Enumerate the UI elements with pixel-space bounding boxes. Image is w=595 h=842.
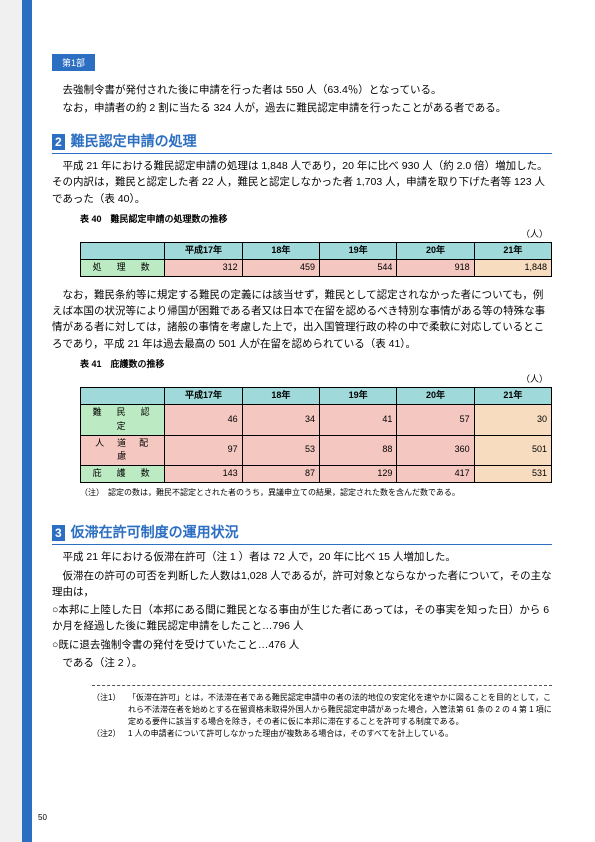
section3-title: 仮滞在許可制度の運用状況	[71, 524, 239, 540]
t41-r2-v2: 53	[242, 435, 319, 466]
section2-title: 難民認定申請の処理	[71, 133, 197, 149]
t41-r3-v5: 531	[474, 466, 551, 483]
section3-item1: ○本邦に上陸した日（本邦にある間に難民となる事由が生じた者にあっては，その事実を…	[52, 602, 552, 635]
t41-h4: 20年	[397, 387, 474, 404]
section2-p1: 平成 21 年における難民認定申請の処理は 1,848 人であり，20 年に比べ…	[52, 158, 552, 207]
part-header: 第1部	[52, 54, 95, 71]
section3-p2: 仮滞在の許可の可否を判断した人数は1,028 人であるが，許可対象とならなかった…	[52, 568, 552, 601]
t40-rowlabel: 処 理 数	[81, 259, 165, 276]
t40-v4: 918	[397, 259, 474, 276]
t41-r3-v1: 143	[165, 466, 242, 483]
intro-p1: 去強制令書が発付された後に申請を行った者は 550 人（63.4％）となっている…	[52, 82, 552, 98]
t41-r3-v4: 417	[397, 466, 474, 483]
table41-unit: （人）	[80, 373, 548, 387]
t40-v2: 459	[242, 259, 319, 276]
t41-r1-v2: 34	[242, 404, 319, 435]
section3-item2: ○既に退去強制令書の発付を受けていたこと…476 人	[52, 637, 552, 653]
t41-r3-v3: 129	[320, 466, 397, 483]
section3-head: 3 仮滞在許可制度の運用状況	[52, 522, 552, 546]
section3-p3: である（注 2 ）。	[52, 655, 552, 671]
t40-v3: 544	[320, 259, 397, 276]
t40-v5: 1,848	[474, 259, 551, 276]
t41-r2-v4: 360	[397, 435, 474, 466]
t41-r1-label: 難 民 認 定	[81, 404, 165, 435]
fn1-text: 「仮滞在許可」とは，不法滞在者である難民認定申請中の者の法的地位の安定化を速やか…	[128, 692, 552, 728]
intro-p2: なお，申請者の約 2 割に当たる 324 人が，過去に難民認定申請を行ったことが…	[52, 100, 552, 116]
t41-r1-v1: 46	[165, 404, 242, 435]
t41-h3: 19年	[320, 387, 397, 404]
t41-r2-label: 人 道 配 慮	[81, 435, 165, 466]
t40-v1: 312	[165, 259, 242, 276]
fn1-label: （注1）	[92, 692, 128, 728]
section2-head: 2 難民認定申請の処理	[52, 131, 552, 155]
t41-h5: 21年	[474, 387, 551, 404]
t41-r3-label: 庇 護 数	[81, 466, 165, 483]
t40-h5: 21年	[474, 242, 551, 259]
section3-num: 3	[52, 525, 65, 541]
footnotes: （注1） 「仮滞在許可」とは，不法滞在者である難民認定申請中の者の法的地位の安定…	[92, 685, 552, 740]
t41-r2-v3: 88	[320, 435, 397, 466]
table40-caption: 表 40 難民認定申請の処理数の推移	[80, 213, 552, 227]
t40-h4: 20年	[397, 242, 474, 259]
table41-note: （注） 認定の数は，難民不認定とされた者のうち，異議申立ての結果，認定された数を…	[80, 487, 552, 499]
table41-caption: 表 41 庇護数の推移	[80, 358, 552, 372]
page-number: 50	[38, 813, 47, 822]
table40-unit: （人）	[80, 228, 548, 242]
t40-h1: 平成17年	[165, 242, 242, 259]
t41-r2-v1: 97	[165, 435, 242, 466]
section2-p2: なお，難民条約等に規定する難民の定義には該当せず，難民として認定されなかった者に…	[52, 287, 552, 352]
t41-h2: 18年	[242, 387, 319, 404]
t40-h2: 18年	[242, 242, 319, 259]
section2-num: 2	[52, 134, 65, 150]
t40-h3: 19年	[320, 242, 397, 259]
t41-r3-v2: 87	[242, 466, 319, 483]
t41-r1-v5: 30	[474, 404, 551, 435]
t41-r1-v4: 57	[397, 404, 474, 435]
left-sidebar	[0, 0, 22, 842]
main-content: 去強制令書が発付された後に申請を行った者は 550 人（63.4％）となっている…	[52, 80, 552, 740]
fn2-label: （注2）	[92, 728, 128, 740]
t41-h1: 平成17年	[165, 387, 242, 404]
section3-p1: 平成 21 年における仮滞在許可（注 1 ）者は 72 人で，20 年に比べ 1…	[52, 549, 552, 565]
t41-r1-v3: 41	[320, 404, 397, 435]
table40: （人） 平成17年 18年 19年 20年 21年 処 理 数 312 459 …	[80, 228, 552, 277]
fn2-text: 1 人の申請者について許可しなかった理由が複数ある場合は，そのすべてを計上してい…	[128, 728, 453, 740]
left-blue-bar	[22, 0, 32, 842]
t41-r2-v5: 501	[474, 435, 551, 466]
table41: （人） 平成17年 18年 19年 20年 21年 難 民 認 定 46 34 …	[80, 373, 552, 484]
